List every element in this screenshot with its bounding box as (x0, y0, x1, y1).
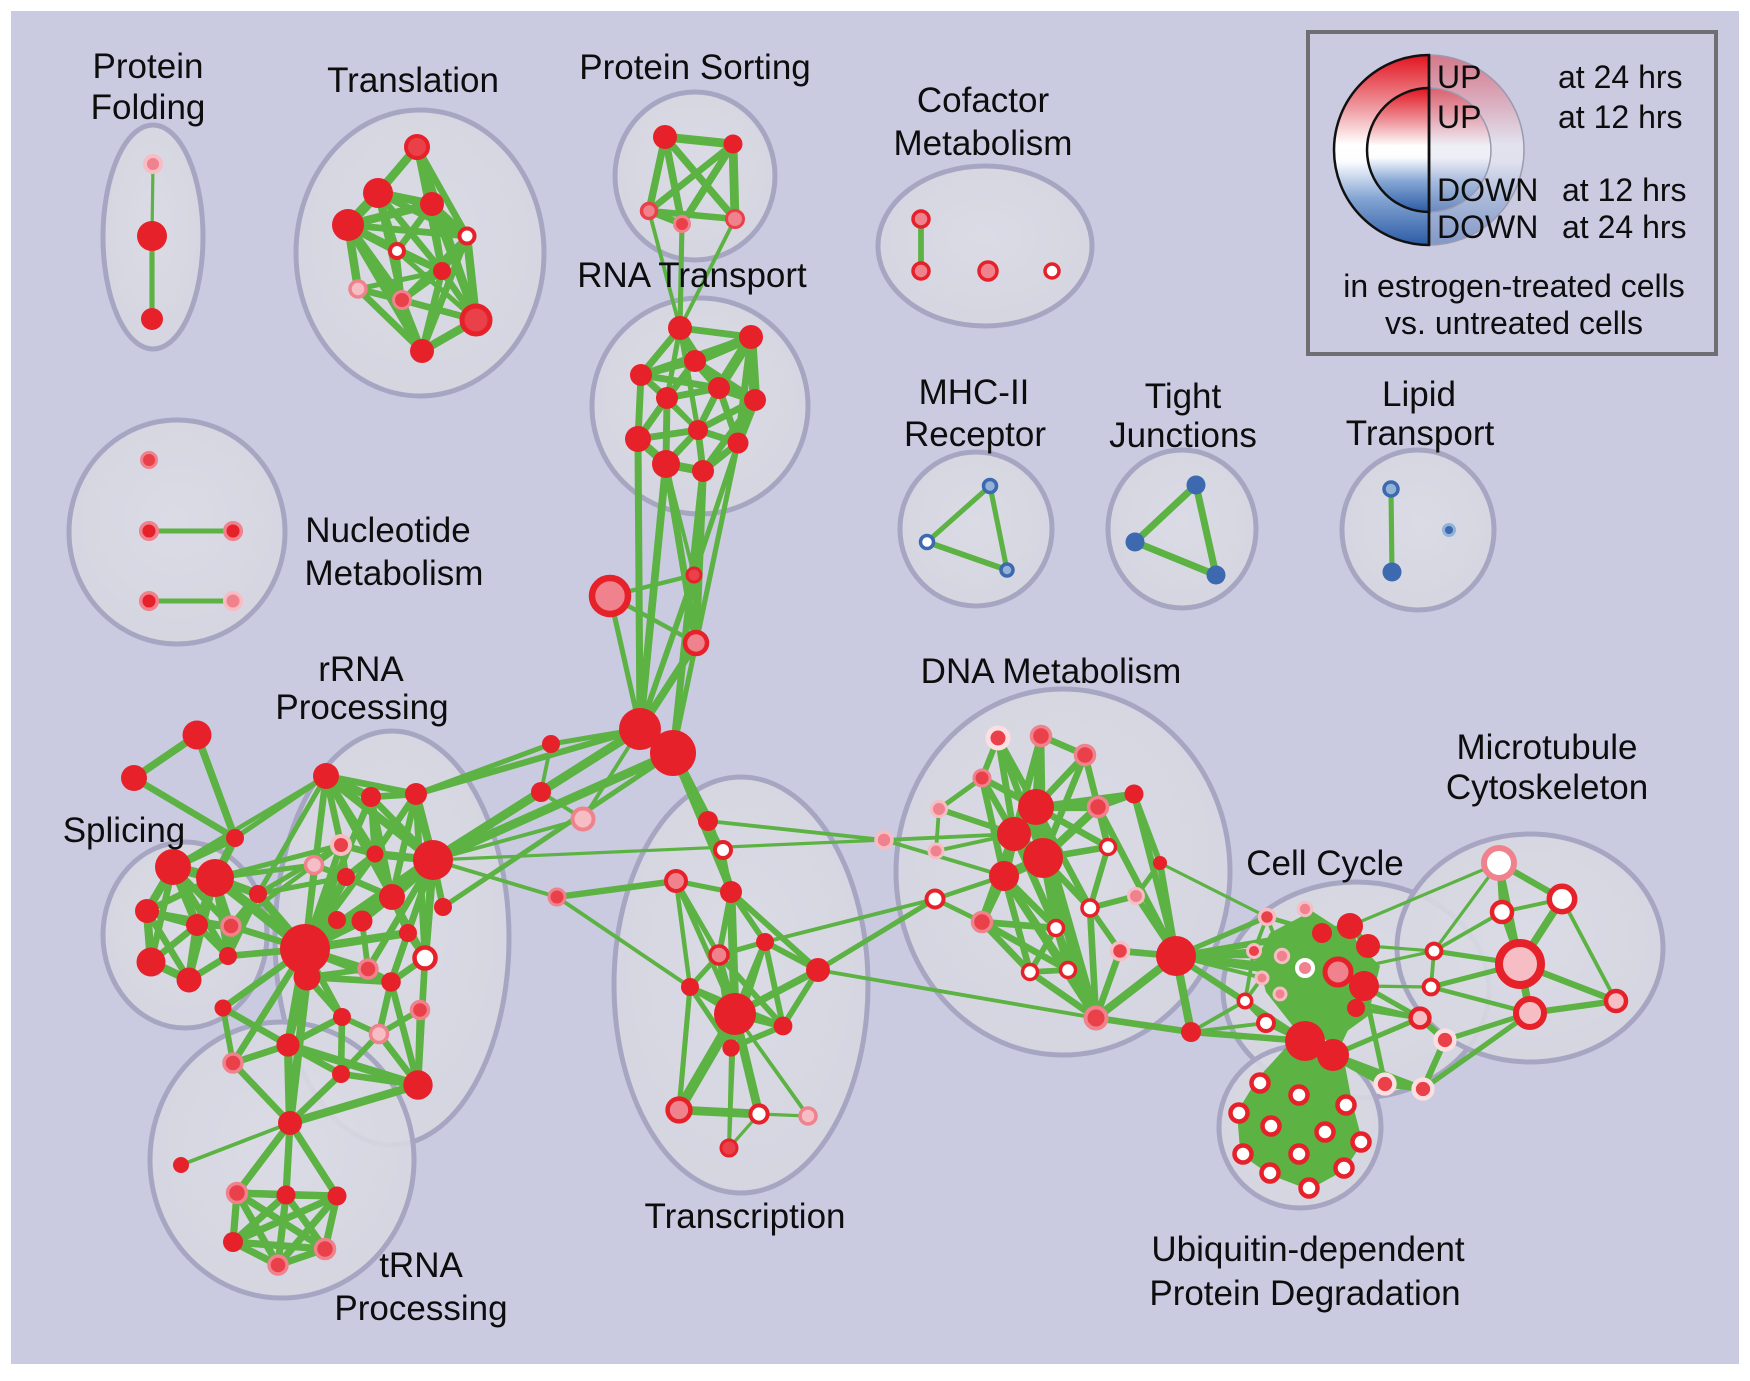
svg-text:DOWN: DOWN (1437, 172, 1538, 208)
svg-text:Protein Sorting: Protein Sorting (579, 48, 811, 87)
svg-text:Receptor: Receptor (904, 415, 1046, 454)
svg-text:Junctions: Junctions (1109, 416, 1257, 455)
svg-text:Protein: Protein (93, 47, 204, 86)
svg-text:Nucleotide: Nucleotide (305, 511, 470, 550)
svg-text:Transcription: Transcription (645, 1197, 846, 1236)
svg-text:at 24 hrs: at 24 hrs (1558, 59, 1683, 95)
svg-text:Metabolism: Metabolism (894, 124, 1073, 163)
svg-text:Protein Degradation: Protein Degradation (1149, 1274, 1460, 1313)
svg-text:DNA Metabolism: DNA Metabolism (921, 652, 1182, 691)
svg-text:at 24 hrs: at 24 hrs (1562, 209, 1687, 245)
svg-text:MHC-II: MHC-II (919, 373, 1030, 412)
svg-text:at 12 hrs: at 12 hrs (1562, 172, 1687, 208)
svg-text:Translation: Translation (327, 61, 499, 100)
svg-text:Splicing: Splicing (63, 811, 186, 850)
svg-text:Cell Cycle: Cell Cycle (1246, 844, 1404, 883)
svg-text:tRNA: tRNA (379, 1246, 463, 1285)
svg-text:Transport: Transport (1346, 414, 1495, 453)
svg-text:UP: UP (1437, 59, 1481, 95)
svg-text:Cofactor: Cofactor (917, 81, 1050, 120)
svg-text:in estrogen-treated cells: in estrogen-treated cells (1343, 268, 1685, 304)
svg-text:Processing: Processing (334, 1289, 507, 1328)
svg-text:rRNA: rRNA (318, 650, 404, 689)
svg-text:DOWN: DOWN (1437, 209, 1538, 245)
svg-text:Lipid: Lipid (1382, 375, 1456, 414)
svg-text:vs. untreated cells: vs. untreated cells (1385, 305, 1643, 341)
svg-text:Metabolism: Metabolism (305, 554, 484, 593)
svg-text:Tight: Tight (1145, 377, 1222, 416)
svg-text:Processing: Processing (275, 688, 448, 727)
svg-text:Cytoskeleton: Cytoskeleton (1446, 768, 1648, 807)
svg-text:at 12 hrs: at 12 hrs (1558, 99, 1683, 135)
svg-text:RNA Transport: RNA Transport (577, 256, 807, 295)
svg-text:Folding: Folding (91, 88, 206, 127)
svg-text:Ubiquitin-dependent: Ubiquitin-dependent (1151, 1230, 1465, 1269)
svg-text:UP: UP (1437, 99, 1481, 135)
svg-text:Microtubule: Microtubule (1457, 728, 1638, 767)
